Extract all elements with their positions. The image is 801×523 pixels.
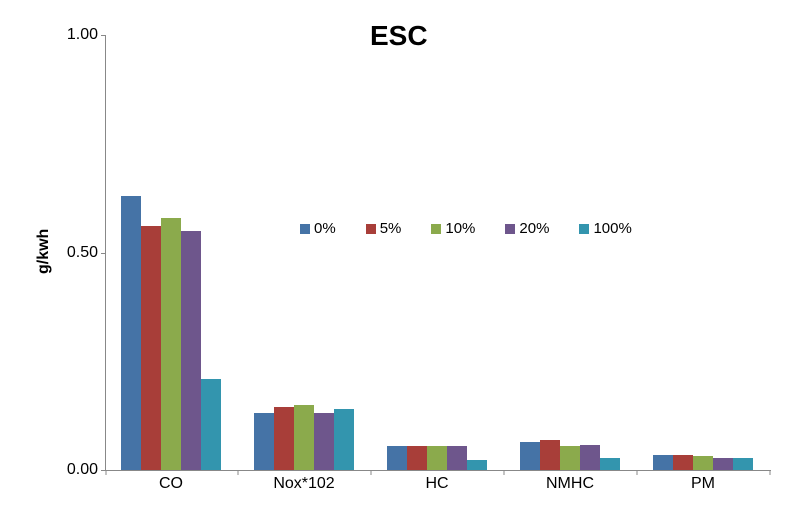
bar — [387, 446, 407, 470]
bar — [653, 455, 673, 470]
bar — [181, 231, 201, 470]
legend-item: 100% — [579, 220, 631, 237]
legend-item: 5% — [366, 220, 402, 237]
legend-label: 100% — [593, 220, 631, 237]
x-tick-label: Nox*102 — [273, 475, 334, 493]
x-tick-mark — [636, 470, 637, 475]
legend-swatch — [505, 224, 515, 234]
bar — [733, 458, 753, 470]
y-tick-label: 0.00 — [67, 461, 98, 479]
x-tick-mark — [769, 470, 770, 475]
bar — [334, 409, 354, 470]
x-tick-mark — [237, 470, 238, 475]
y-tick-mark — [101, 35, 106, 36]
bar — [254, 413, 274, 470]
bar — [673, 455, 693, 470]
legend-item: 10% — [431, 220, 475, 237]
bar — [407, 446, 427, 470]
x-tick-label: CO — [159, 475, 183, 493]
bar — [600, 458, 620, 470]
x-tick-label: HC — [425, 475, 448, 493]
bar — [427, 446, 447, 470]
bar — [580, 445, 600, 470]
bar — [713, 458, 733, 470]
bar — [540, 440, 560, 470]
y-tick-label: 0.50 — [67, 244, 98, 262]
y-tick-label: 1.00 — [67, 26, 98, 44]
legend-item: 0% — [300, 220, 336, 237]
bar — [520, 442, 540, 470]
bar — [141, 226, 161, 470]
legend-swatch — [431, 224, 441, 234]
x-tick-label: NMHC — [546, 475, 594, 493]
bar — [294, 405, 314, 470]
legend-label: 10% — [445, 220, 475, 237]
legend-label: 5% — [380, 220, 402, 237]
legend-swatch — [579, 224, 589, 234]
legend-swatch — [366, 224, 376, 234]
legend-swatch — [300, 224, 310, 234]
x-tick-mark — [106, 470, 107, 475]
plot-area: 0.000.501.00CONox*102HCNMHCPM — [105, 35, 771, 471]
bar — [121, 196, 141, 470]
y-axis-label: g/kwh — [35, 229, 53, 274]
x-tick-mark — [370, 470, 371, 475]
bar — [693, 456, 713, 470]
legend-item: 20% — [505, 220, 549, 237]
legend-label: 20% — [519, 220, 549, 237]
bar — [201, 379, 221, 470]
bar — [560, 446, 580, 470]
bar — [467, 460, 487, 470]
y-tick-mark — [101, 253, 106, 254]
x-tick-label: PM — [691, 475, 715, 493]
chart-container: ESC g/kwh 0.000.501.00CONox*102HCNMHCPM … — [0, 0, 801, 523]
x-tick-mark — [503, 470, 504, 475]
bar — [314, 413, 334, 470]
bar — [274, 407, 294, 470]
bar — [447, 446, 467, 470]
legend-label: 0% — [314, 220, 336, 237]
bar — [161, 218, 181, 470]
legend: 0% 5% 10% 20% 100% — [300, 220, 632, 237]
